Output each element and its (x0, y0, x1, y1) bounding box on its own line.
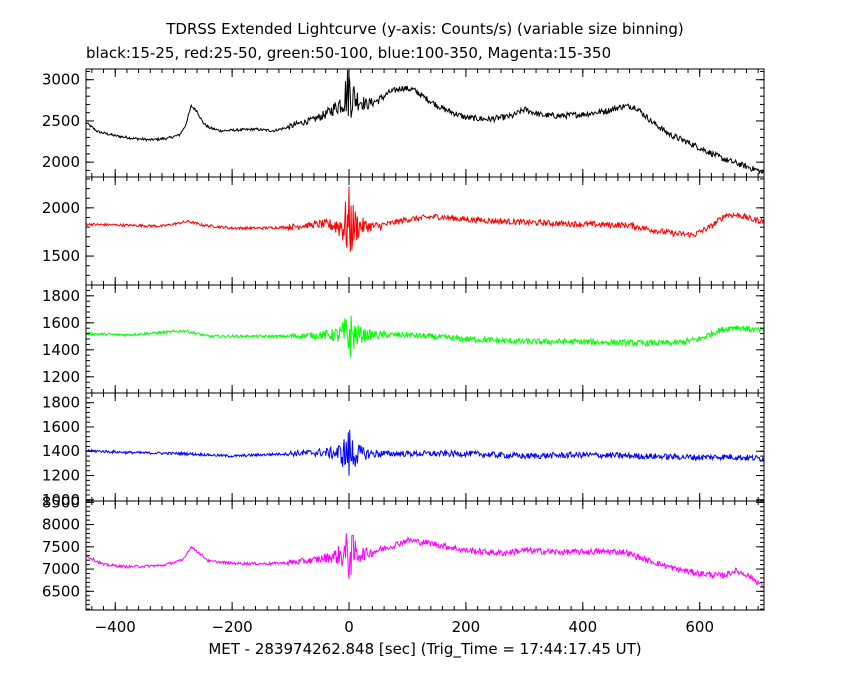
x-tick-label: 600 (685, 618, 714, 636)
y-tick-label: 1800 (42, 287, 80, 305)
y-tick-label: 7500 (42, 538, 80, 556)
y-tick-label: 8500 (42, 493, 80, 511)
panel-frame-1 (85, 68, 765, 178)
x-tick-label: −400 (95, 618, 136, 636)
y-tick-label: 1800 (42, 394, 80, 412)
y-tick-label: 2500 (42, 112, 80, 130)
y-tick-label: 1200 (42, 467, 80, 485)
series-line-3 (86, 315, 764, 358)
panel-frame-3 (85, 284, 765, 394)
y-tick-label: 1000 (42, 491, 80, 509)
x-axis-label: MET - 283974262.848 [sec] (Trig_Time = 1… (208, 640, 642, 658)
panel-frame-5 (85, 500, 765, 611)
y-tick-label: 7000 (42, 560, 80, 578)
y-tick-label: 1400 (42, 341, 80, 359)
x-tick-label: −200 (212, 618, 253, 636)
y-tick-label: 3000 (42, 71, 80, 89)
y-tick-label: 1600 (42, 314, 80, 332)
chart-title: TDRSS Extended Lightcurve (y-axis: Count… (166, 20, 684, 38)
series-line-5 (86, 533, 764, 589)
y-tick-label: 6500 (42, 582, 80, 600)
y-tick-label: 1200 (42, 368, 80, 386)
y-tick-label: 1400 (42, 442, 80, 460)
y-tick-label: 2000 (42, 199, 80, 217)
y-tick-label: 2000 (42, 153, 80, 171)
y-tick-label: 1500 (42, 247, 80, 265)
x-tick-label: 0 (344, 618, 354, 636)
y-tick-label: 8000 (42, 516, 80, 534)
panel-frame-4 (85, 392, 765, 502)
chart-subtitle: black:15-25, red:25-50, green:50-100, bl… (86, 44, 612, 62)
x-tick-label: 200 (452, 618, 481, 636)
y-tick-label: 1600 (42, 418, 80, 436)
series-line-2 (86, 186, 764, 252)
series-line-1 (86, 69, 764, 175)
series-line-4 (86, 429, 764, 476)
x-tick-label: 400 (568, 618, 597, 636)
panel-frame-2 (85, 176, 765, 286)
